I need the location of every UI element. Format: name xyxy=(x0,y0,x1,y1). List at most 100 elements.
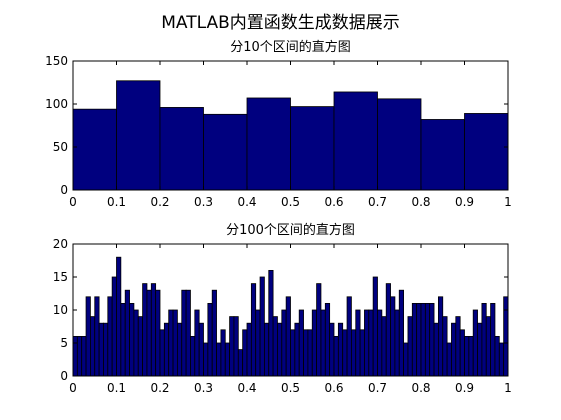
histogram-bar xyxy=(298,309,304,377)
histogram-bar xyxy=(451,322,457,377)
histogram-axes-2: 0 0.1 0.2 0.3 0.4 0.5 0.6 0.7 0.8 0.9 105101520分10… xyxy=(53,222,512,395)
histogram-bar xyxy=(111,276,117,377)
histogram-bar xyxy=(424,302,431,377)
histogram-bar xyxy=(481,302,487,377)
histogram-bar xyxy=(459,329,465,377)
histogram-bar xyxy=(150,283,157,377)
histogram-bar xyxy=(394,309,400,377)
histogram-bar xyxy=(72,335,78,377)
histogram-bar xyxy=(303,329,309,377)
histogram-bar xyxy=(377,309,383,377)
x-tick-label: 0.5 xyxy=(281,381,300,395)
histogram-bar xyxy=(155,289,161,377)
histogram-bar xyxy=(85,296,91,377)
histogram-bar xyxy=(446,342,452,377)
histogram-bar xyxy=(76,335,83,377)
x-tick-label: 0.8 xyxy=(411,195,430,209)
histogram-bar xyxy=(324,302,331,377)
histogram-bar xyxy=(477,322,483,377)
x-tick-label: 0.7 xyxy=(368,381,387,395)
x-tick-label: 0 xyxy=(69,195,77,209)
histogram-bar xyxy=(159,107,204,191)
histogram-bar xyxy=(116,256,122,377)
histogram-bar xyxy=(503,296,509,377)
histogram-bar xyxy=(329,322,335,377)
histogram-bar xyxy=(277,322,283,377)
x-tick-label: 0.4 xyxy=(237,195,256,209)
histogram-bar xyxy=(116,80,161,191)
x-tick-label: 0.2 xyxy=(150,195,169,209)
histogram-bar xyxy=(442,316,448,377)
histogram-bar xyxy=(294,322,300,377)
histogram-bar xyxy=(407,316,413,377)
histogram-bar xyxy=(172,309,178,377)
x-tick-label: 1 xyxy=(504,381,512,395)
histogram-bar xyxy=(350,329,357,377)
histogram-bar xyxy=(372,276,378,377)
histogram-bar xyxy=(290,106,335,191)
histogram-bar xyxy=(272,316,278,377)
histogram-bar xyxy=(464,113,509,191)
y-tick-label: 10 xyxy=(53,303,68,317)
histogram-bar xyxy=(420,302,426,377)
x-tick-label: 0.1 xyxy=(107,195,126,209)
histogram-bar xyxy=(472,309,478,377)
x-tick-label: 0.5 xyxy=(281,195,300,209)
histogram-bar xyxy=(90,316,96,377)
histogram-bar xyxy=(207,302,213,377)
histogram-bar xyxy=(159,329,165,377)
x-tick-label: 1 xyxy=(504,195,512,209)
figure-title: MATLAB内置函数生成数据展示 xyxy=(161,13,400,33)
histogram-bar xyxy=(81,335,87,377)
histogram-bar xyxy=(364,309,370,377)
axes-title: 分10个区间的直方图 xyxy=(230,39,351,55)
histogram-bar xyxy=(211,289,217,377)
histogram-bar xyxy=(124,289,130,377)
x-tick-label: 0.9 xyxy=(455,381,474,395)
histogram-bar xyxy=(246,322,252,377)
histogram-bar xyxy=(268,269,274,377)
x-tick-label: 0.2 xyxy=(150,381,169,395)
histogram-bar xyxy=(259,276,265,377)
axes-title: 分100个区间的直方图 xyxy=(226,222,355,238)
histogram-bar xyxy=(255,309,261,377)
histogram-bar xyxy=(168,309,174,377)
x-tick-label: 0.9 xyxy=(455,195,474,209)
histogram-bar xyxy=(320,309,326,377)
histogram-bar xyxy=(316,283,322,377)
histogram-bar xyxy=(411,302,418,377)
histogram-bar xyxy=(107,296,113,377)
histogram-bar xyxy=(120,302,126,377)
histogram-bar xyxy=(129,302,135,377)
y-tick-label: 0 xyxy=(60,183,68,197)
histogram-axes-1: 0 0.1 0.2 0.3 0.4 0.5 0.6 0.7 0.8 0.9 1 0 50 100 150 分1… xyxy=(45,39,512,209)
histogram-bar xyxy=(246,97,291,191)
x-tick-label: 0.3 xyxy=(194,381,213,395)
histogram-bar xyxy=(385,283,391,377)
histogram-bar xyxy=(285,296,291,377)
histogram-bar xyxy=(290,329,296,377)
histogram-bar xyxy=(146,289,152,377)
y-tick-label: 15 xyxy=(53,270,68,284)
histogram-bar xyxy=(203,113,248,191)
y-tick-label: 150 xyxy=(45,54,68,68)
histogram-bar xyxy=(176,322,183,377)
histogram-bar xyxy=(494,335,500,377)
histogram-bar xyxy=(224,342,230,377)
histogram-bar xyxy=(216,342,222,377)
histogram-bar xyxy=(237,349,244,377)
histogram-bar xyxy=(368,309,374,377)
y-tick-label: 5 xyxy=(60,336,68,350)
histogram-bar xyxy=(263,322,270,377)
histogram-bar xyxy=(98,322,104,377)
x-tick-label: 0.6 xyxy=(324,381,343,395)
histogram-bar xyxy=(403,342,409,377)
histogram-bar xyxy=(133,309,139,377)
histogram-bar xyxy=(416,302,422,377)
histogram-bar xyxy=(333,335,339,377)
histogram-bar xyxy=(359,329,365,377)
histogram-bar xyxy=(229,316,235,377)
histogram-bar xyxy=(464,335,470,377)
histogram-bar xyxy=(381,316,387,377)
